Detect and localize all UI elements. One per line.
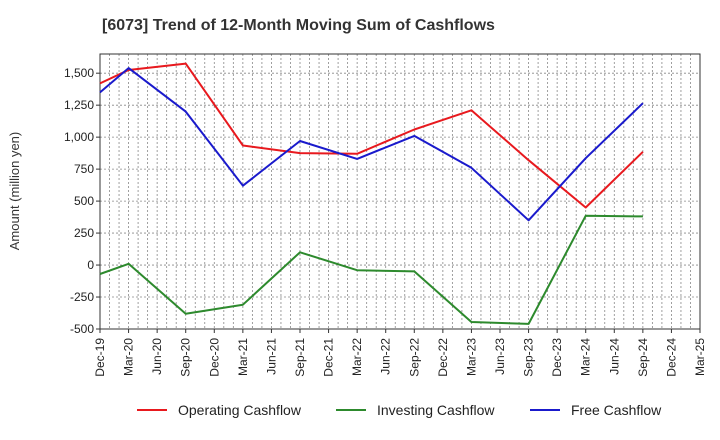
legend-label: Operating Cashflow — [178, 402, 302, 418]
y-axis-label: Amount (million yen) — [7, 132, 22, 251]
x-tick-label: Sep-22 — [407, 338, 421, 377]
series-line — [99, 62, 644, 209]
chart-title: [6073] Trend of 12-Month Moving Sum of C… — [102, 17, 495, 34]
y-tick-label: 1,250 — [64, 98, 94, 112]
y-tick-label: -250 — [70, 290, 94, 304]
legend-label: Free Cashflow — [571, 402, 662, 418]
plot-area-border — [99, 53, 701, 330]
grid — [100, 54, 700, 330]
y-tick-label: 750 — [74, 162, 94, 176]
x-tick-label: Sep-21 — [293, 338, 307, 377]
series-line — [99, 67, 644, 222]
x-tick-label: Mar-20 — [122, 338, 136, 376]
legend-label: Investing Cashflow — [377, 402, 495, 418]
x-tick-label: Sep-24 — [636, 338, 650, 377]
x-tick-label: Mar-23 — [464, 338, 478, 376]
x-tick-label: Sep-23 — [522, 338, 536, 377]
x-tick-label: Dec-23 — [550, 338, 564, 377]
x-tick-label: Jun-24 — [607, 338, 621, 375]
x-tick-label: Jun-20 — [150, 338, 164, 375]
x-tick-label: Mar-24 — [579, 338, 593, 376]
series-line — [99, 214, 643, 325]
x-tick-label: Jun-22 — [379, 338, 393, 375]
x-tick-label: Dec-21 — [322, 338, 336, 377]
x-tick-label: Dec-19 — [93, 338, 107, 377]
x-tick-label: Dec-22 — [436, 338, 450, 377]
y-tick-label: 1,500 — [64, 66, 94, 80]
y-tick-label: 250 — [74, 226, 94, 240]
x-tick-label: Mar-21 — [236, 338, 250, 376]
y-tick-label: 1,000 — [64, 130, 94, 144]
x-tick-label: Jun-21 — [264, 338, 278, 375]
series-lines — [99, 62, 644, 325]
x-tick-label: Dec-24 — [664, 338, 678, 377]
y-tick-label: 500 — [74, 194, 94, 208]
legend: Operating Cashflow Investing Cashflow Free… — [137, 402, 662, 418]
x-tick-label: Dec-20 — [207, 338, 221, 377]
y-tick-label: -500 — [70, 322, 94, 336]
x-tick-label: Mar-25 — [693, 338, 707, 376]
y-axis-ticks: -500 -250 0 250 500 750 1,000 1,250 1,500 — [64, 66, 100, 336]
x-axis-ticks: Dec-19 Mar-20 Jun-20 Sep-20 Dec-20 Mar-21 Jun-… — [93, 329, 707, 377]
y-tick-label: 0 — [87, 258, 94, 272]
x-tick-label: Sep-20 — [179, 338, 193, 377]
x-tick-label: Mar-22 — [350, 338, 364, 376]
x-tick-label: Jun-23 — [493, 338, 507, 375]
